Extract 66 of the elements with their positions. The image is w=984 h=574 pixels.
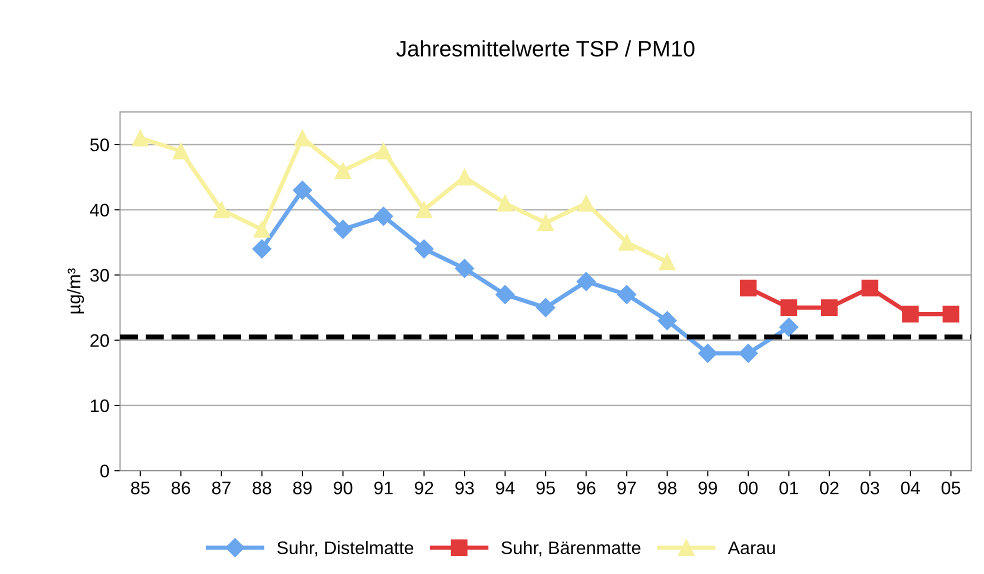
- y-axis-title: µg/m³: [67, 268, 84, 314]
- chart-title: Jahresmittelwerte TSP / PM10: [396, 40, 694, 57]
- point: [414, 239, 434, 258]
- x-tick-label: 95: [536, 482, 555, 494]
- point: [537, 214, 554, 232]
- point: [779, 318, 798, 337]
- x-tick-label: 88: [252, 482, 272, 494]
- point: [496, 285, 515, 304]
- x-tick-label: 90: [334, 482, 352, 494]
- y-tick-label: 10: [90, 399, 109, 412]
- x-tick-label: 93: [455, 482, 474, 494]
- point: [618, 234, 636, 251]
- x-tick-label: 98: [658, 482, 676, 494]
- y-tick-label: 0: [100, 464, 109, 478]
- point: [292, 180, 312, 200]
- point: [576, 272, 596, 292]
- y-tick-label: 40: [90, 204, 109, 216]
- x-tick-label: 96: [576, 482, 596, 494]
- point: [294, 130, 311, 146]
- x-tick-label: 87: [212, 482, 231, 494]
- point: [172, 142, 190, 160]
- x-tick-label: 86: [172, 482, 190, 494]
- point: [740, 280, 757, 296]
- point: [254, 221, 270, 238]
- point: [942, 306, 960, 322]
- point: [698, 344, 718, 363]
- x-tick-label: 05: [942, 482, 960, 494]
- x-tick-label: 03: [860, 482, 880, 494]
- point: [213, 201, 230, 218]
- x-tick-label: 92: [414, 482, 434, 494]
- point: [456, 168, 473, 186]
- point: [862, 280, 878, 296]
- point: [496, 194, 514, 212]
- point: [658, 311, 677, 330]
- y-tick-label: 50: [90, 138, 109, 152]
- legend-label: Aarau: [728, 542, 775, 554]
- x-tick-label: 04: [901, 482, 920, 494]
- point: [374, 206, 394, 226]
- x-tick-label: 85: [131, 482, 150, 494]
- legend-label: Suhr, Distelmatte: [277, 540, 414, 556]
- point: [132, 130, 149, 146]
- point: [333, 220, 353, 239]
- x-tick-label: 97: [617, 482, 636, 494]
- point: [738, 344, 758, 363]
- point: [252, 239, 272, 258]
- point: [416, 201, 432, 218]
- point: [536, 298, 556, 318]
- point: [375, 142, 392, 160]
- legend-label: Suhr, Bärenmatte: [502, 540, 640, 556]
- y-tick-label: 20: [90, 334, 109, 347]
- point: [658, 254, 676, 270]
- x-tick-label: 94: [496, 482, 515, 494]
- point: [617, 285, 636, 304]
- point: [578, 194, 594, 212]
- point: [455, 258, 474, 278]
- x-tick-label: 00: [738, 482, 758, 494]
- point: [780, 299, 798, 316]
- point: [334, 162, 352, 179]
- x-tick-label: 02: [820, 482, 838, 494]
- x-tick-label: 99: [698, 482, 717, 494]
- x-tick-label: 91: [374, 482, 393, 494]
- x-tick-label: 89: [293, 482, 312, 494]
- y-tick-label: 30: [90, 268, 109, 282]
- point: [902, 306, 919, 322]
- point: [821, 299, 838, 316]
- x-tick-label: 01: [779, 482, 798, 494]
